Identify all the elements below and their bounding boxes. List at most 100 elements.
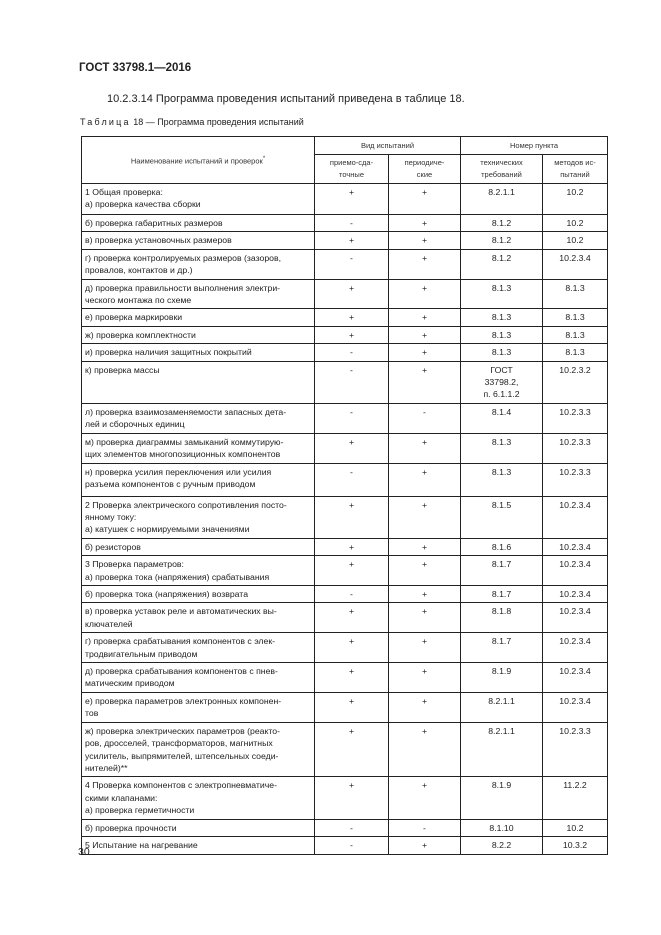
document-id: ГОСТ 33798.1—2016 [79,62,192,74]
periodic-cell: + [388,213,461,233]
table-row: в) проверка установочных размеров + +8.1.2… [81,231,608,250]
table-caption: Таблица 18 — Программа проведения испыта… [80,117,304,127]
tech-req-cell: 8.1.6 [460,537,543,557]
tech-req-cell: 8.1.3 [460,343,543,362]
tech-req-cell: 8.1.5 [460,495,543,539]
periodic-cell: + [388,231,461,250]
table-row: е) проверка параметров электронных компо… [81,691,608,723]
tech-req-cell: 8.2.1.1 [460,721,543,778]
header-periodic: периодиче- ские [388,154,461,184]
periodic-cell: + [388,584,461,604]
test-methods-cell: 10.2.3.4 [542,248,608,280]
test-name-cell: и) проверка наличия защитных покрытий [81,343,315,362]
tech-req-cell: 8.1.2 [460,248,543,280]
acceptance-cell: + [314,183,389,215]
acceptance-cell: - [314,213,389,233]
test-name-cell: д) проверка срабатывания компонентов с п… [81,661,315,693]
header-clause: Номер пункта [460,136,608,155]
table-row: к) проверка массы - + ГОСТ 33798.2, п. 6.1.… [81,360,608,404]
acceptance-cell: + [314,325,389,345]
acceptance-cell: + [314,691,389,723]
tech-req-cell: 8.1.2 [460,213,543,233]
header-acceptance: приемо-сда- точные [314,154,389,184]
test-name-cell: ж) проверка комплектности [81,325,315,345]
table-row: б) проверка габаритных размеров - +8.1.2 10… [81,213,608,233]
test-name-cell: н) проверка усилия переключения или усил… [81,462,315,497]
table-row: б) проверка прочности - -8.1.10 10.2 [81,818,608,838]
test-methods-cell: 10.2.3.4 [542,691,608,723]
periodic-cell: - [388,818,461,838]
tech-req-cell: ГОСТ 33798.2, п. 6.1.1.2 [460,360,543,404]
acceptance-cell: + [314,721,389,778]
acceptance-cell: + [314,776,389,820]
test-name-cell: в) проверка уставок реле и автоматически… [81,602,315,634]
tech-req-cell: 8.1.7 [460,584,543,604]
table-row: 5 Испытание на нагревание - +8.2.2 10.3.2 [81,836,608,856]
test-name-cell: 3 Проверка параметров: а) проверка тока … [81,555,315,586]
test-name-cell: д) проверка правильности выполнения элек… [81,278,315,310]
test-methods-cell: 10.2.3.4 [542,537,608,557]
test-methods-cell: 11.2.2 [542,776,608,820]
test-name-cell: в) проверка установочных размеров [81,231,315,250]
periodic-cell: + [388,360,461,404]
table-row: г) проверка контролируемых размеров (заз… [81,248,608,280]
test-methods-cell: 8.1.3 [542,325,608,345]
table-row: ж) проверка электрических параметров (ре… [81,721,608,778]
periodic-cell: + [388,183,461,215]
header-name: Наименование испытаний и проверок* [81,136,315,184]
test-program-table: Наименование испытаний и проверок* Вид и… [81,136,608,856]
test-name-cell: л) проверка взаимозаменяемости запасных … [81,402,315,434]
acceptance-cell: + [314,537,389,557]
acceptance-cell: + [314,231,389,250]
test-name-cell: 1 Общая проверка: а) проверка качества с… [81,183,315,215]
test-methods-cell: 10.2 [542,818,608,838]
test-name-cell: г) проверка контролируемых размеров (заз… [81,248,315,280]
periodic-cell: + [388,661,461,693]
periodic-cell: + [388,537,461,557]
acceptance-cell: - [314,343,389,362]
acceptance-cell: + [314,661,389,693]
table-row: д) проверка срабатывания компонентов с п… [81,661,608,693]
test-methods-cell: 10.2.3.4 [542,602,608,634]
acceptance-cell: - [314,836,389,856]
acceptance-cell: + [314,308,389,327]
table-row: н) проверка усилия переключения или усил… [81,462,608,497]
test-methods-cell: 8.1.3 [542,308,608,327]
tech-req-cell: 8.1.9 [460,661,543,693]
table-row: б) резисторов + +8.1.6 10.2.3.4 [81,537,608,557]
periodic-cell: + [388,495,461,539]
acceptance-cell: + [314,432,389,464]
table-row: г) проверка срабатывания компонентов с э… [81,632,608,663]
test-name-cell: ж) проверка электрических параметров (ре… [81,721,315,778]
acceptance-cell: - [314,402,389,434]
header-tech-req: технических требований [460,154,543,184]
header-name-mark: * [262,155,266,162]
tech-req-cell: 8.1.3 [460,432,543,464]
test-name-cell: 4 Проверка компонентов с электропневмати… [81,776,315,820]
periodic-cell: + [388,555,461,586]
test-name-cell: б) проверка тока (напряжения) возврата [81,584,315,604]
periodic-cell: + [388,462,461,497]
test-methods-cell: 10.2.3.4 [542,584,608,604]
table-row: б) проверка тока (напряжения) возврата - +… [81,584,608,604]
tech-req-cell: 8.1.3 [460,308,543,327]
table-row: л) проверка взаимозаменяемости запасных … [81,402,608,434]
test-methods-cell: 10.2.3.3 [542,721,608,778]
test-methods-cell: 10.2.3.4 [542,495,608,539]
test-methods-cell: 10.2.3.4 [542,661,608,693]
test-methods-cell: 10.2.3.2 [542,360,608,404]
caption-label: Таблица [80,117,131,127]
test-methods-cell: 8.1.3 [542,278,608,310]
test-name-cell: е) проверка маркировки [81,308,315,327]
periodic-cell: + [388,602,461,634]
periodic-cell: - [388,402,461,434]
table-row: м) проверка диаграммы замыканий коммутир… [81,432,608,464]
periodic-cell: + [388,776,461,820]
test-methods-cell: 10.2.3.4 [542,632,608,663]
table-row: 4 Проверка компонентов с электропневмати… [81,776,608,820]
periodic-cell: + [388,278,461,310]
test-methods-cell: 10.2.3.4 [542,555,608,586]
test-methods-cell: 10.2 [542,183,608,215]
page-number: 30 [78,846,90,858]
periodic-cell: + [388,691,461,723]
